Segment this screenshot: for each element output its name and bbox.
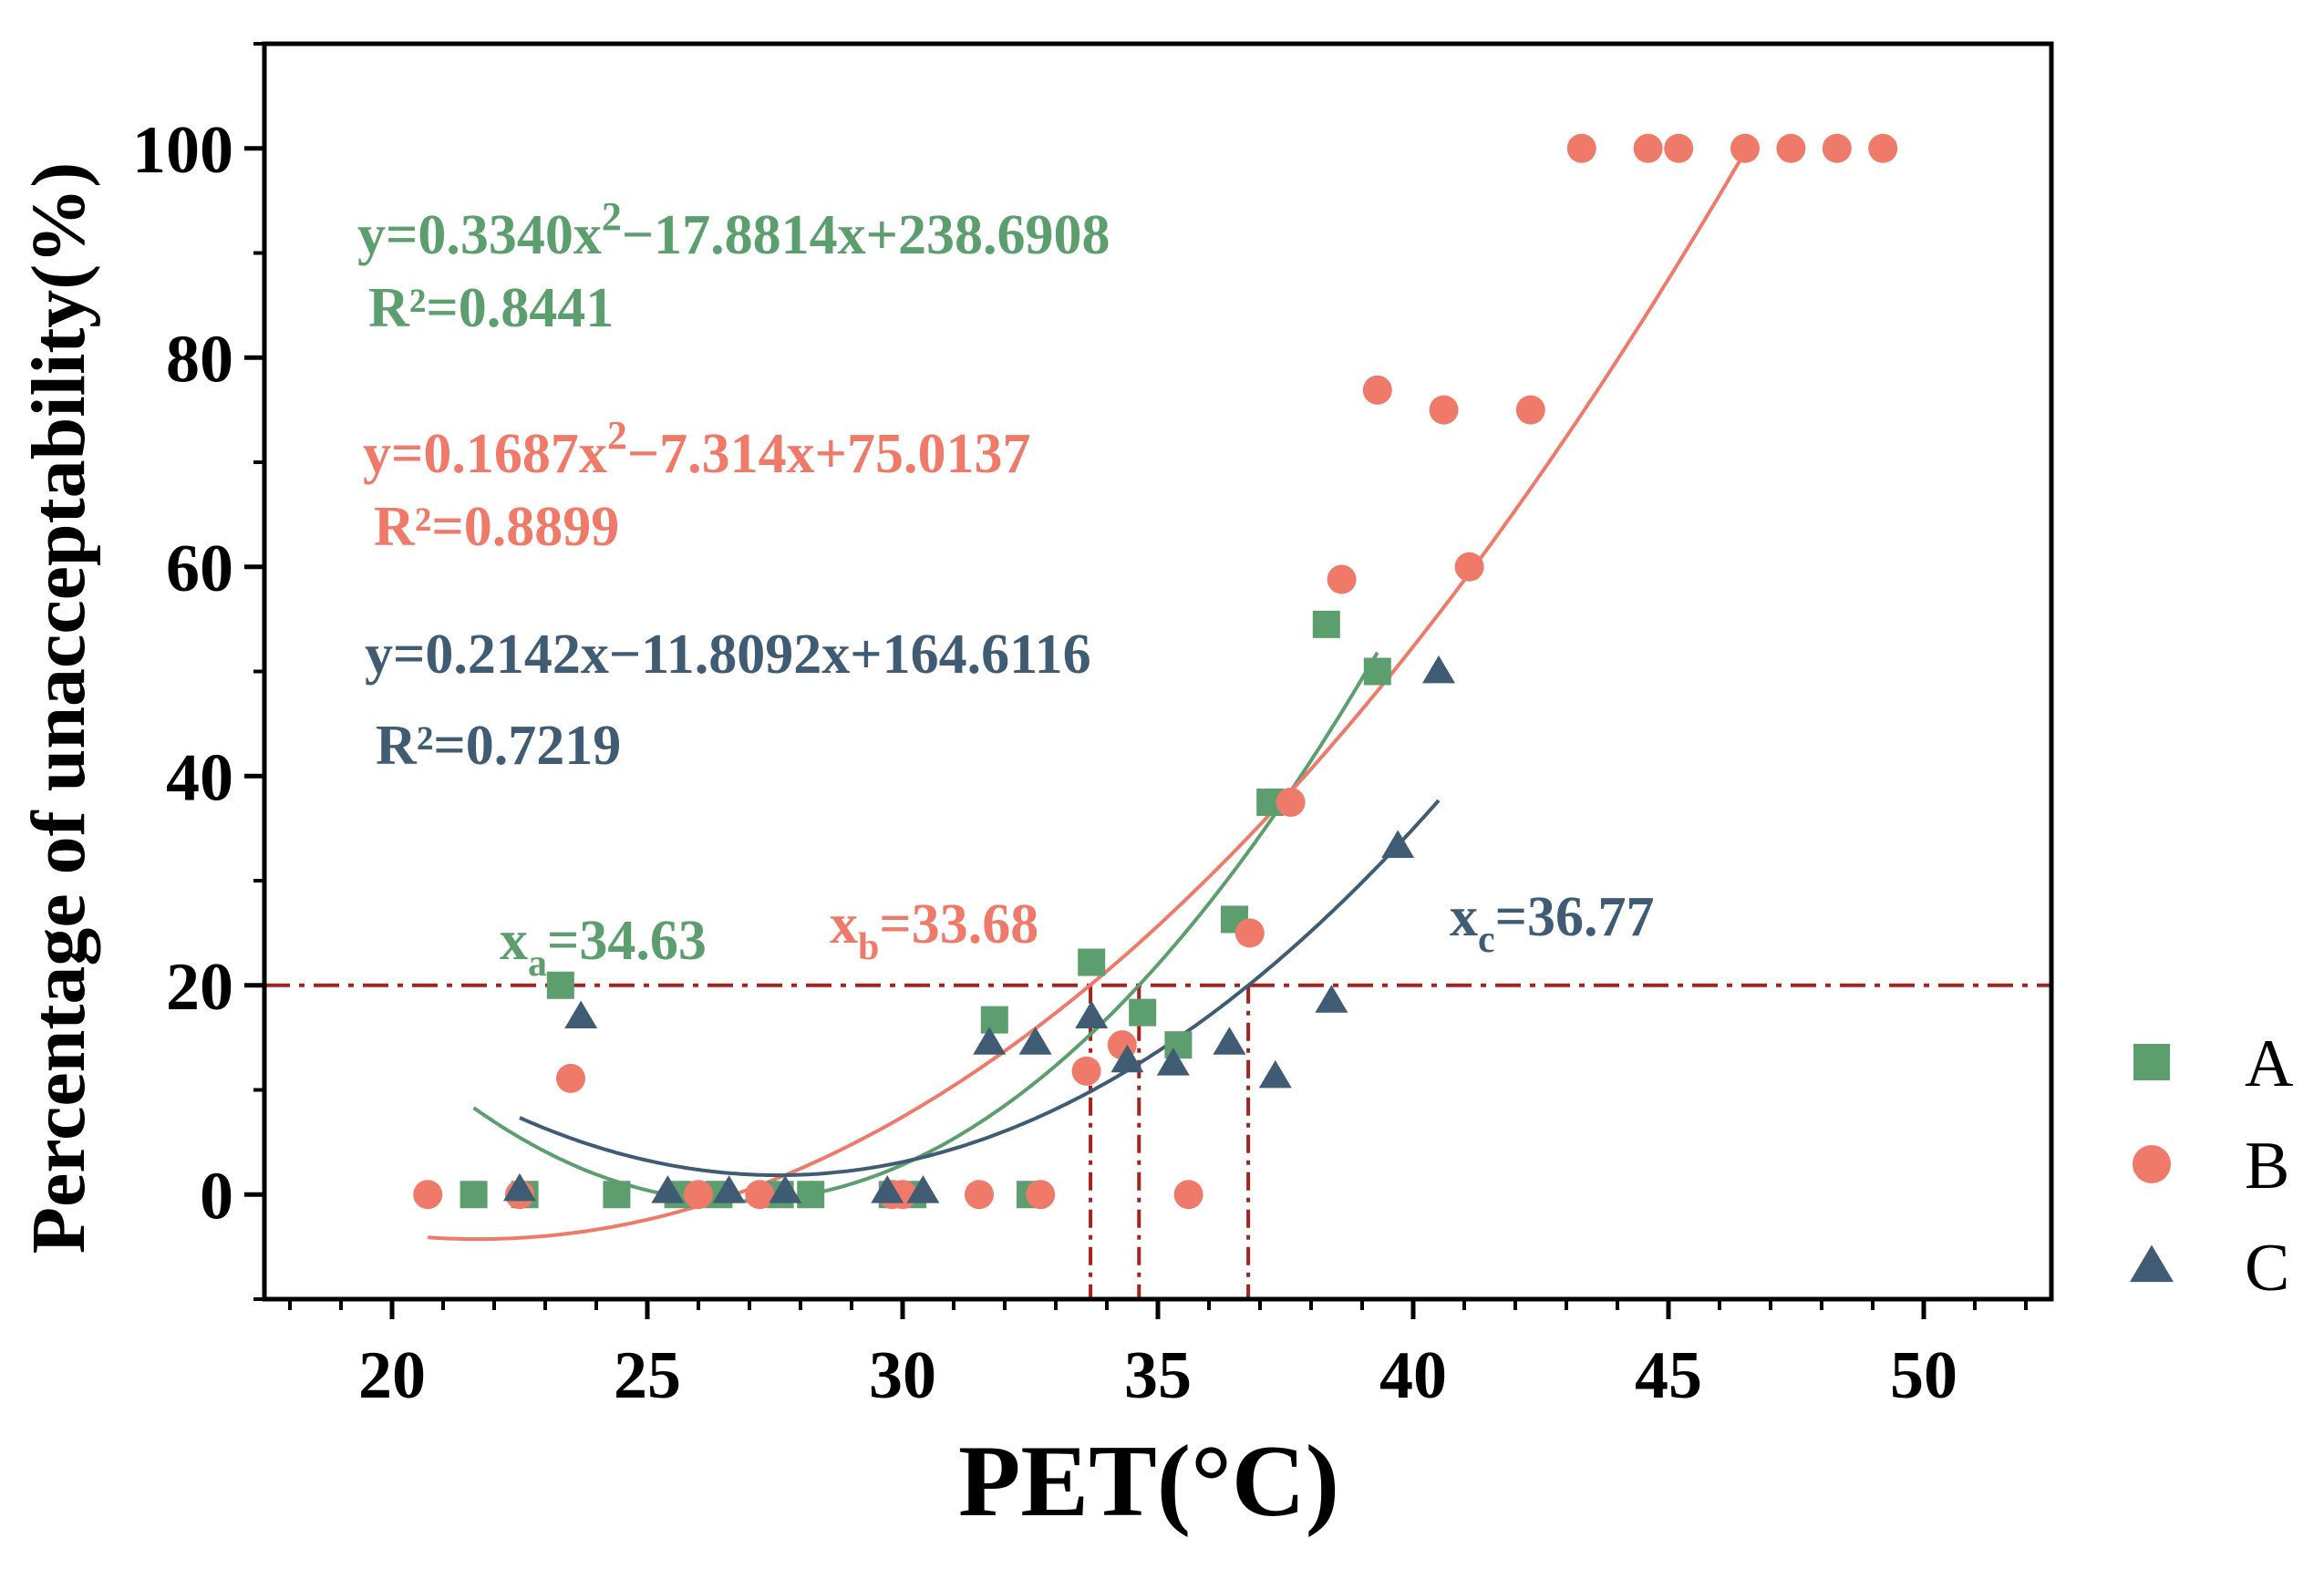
y-tick-label: 20 [166, 950, 233, 1025]
legend: ABC [2130, 1027, 2293, 1306]
point-c [769, 1175, 802, 1203]
fit-curve-c [519, 799, 1441, 1178]
point-b [1454, 552, 1484, 582]
x-tick-label: 40 [1379, 1338, 1447, 1413]
point-b [1071, 1056, 1101, 1086]
y-tick-label: 100 [132, 113, 233, 188]
r2-b: R²=0.8899 [374, 496, 619, 558]
point-b [965, 1180, 994, 1210]
point-c [871, 1175, 904, 1203]
r2-a: R²=0.8441 [368, 277, 614, 339]
fit-curve-b [428, 159, 1742, 1242]
legend-label-b: B [2245, 1129, 2289, 1203]
point-b [1276, 787, 1306, 817]
point-c [1213, 1027, 1246, 1055]
point-b [1664, 133, 1694, 163]
x-tick-label: 30 [869, 1338, 936, 1413]
equation-c: y=0.2142x−11.8092x+164.6116 [365, 624, 1091, 686]
y-tick-label: 80 [166, 322, 233, 397]
point-c [1156, 1048, 1190, 1076]
r2-c: R²=0.7219 [376, 715, 621, 777]
point-c [1018, 1027, 1052, 1055]
point-b [1566, 133, 1596, 163]
point-a [1129, 998, 1157, 1027]
equation-b: y=0.1687x2−7.314x+75.0137 [363, 413, 1031, 485]
point-b [684, 1180, 713, 1210]
point-c [973, 1027, 1007, 1055]
point-a [1164, 1031, 1193, 1059]
equation-a: y=0.3340x2−17.8814x+238.6908 [357, 194, 1110, 266]
legend-label-a: A [2245, 1027, 2293, 1101]
point-c [1422, 655, 1455, 684]
point-b [1633, 133, 1663, 163]
point-c [1258, 1059, 1292, 1089]
point-a [1363, 657, 1391, 686]
point-b [745, 1180, 775, 1210]
point-b [1429, 395, 1459, 425]
x-tick-label: 25 [614, 1338, 681, 1413]
point-b [1234, 918, 1265, 948]
legend-label-c: C [2245, 1231, 2289, 1306]
legend-marker-b [2133, 1145, 2171, 1183]
point-b [1026, 1180, 1056, 1210]
y-tick-label: 40 [166, 740, 233, 815]
x-tick-label: 50 [1890, 1338, 1957, 1413]
point-c [1075, 1000, 1109, 1028]
point-b [1822, 133, 1852, 163]
data-points [413, 133, 1898, 1210]
point-b [1515, 395, 1545, 425]
point-c [651, 1175, 685, 1203]
point-b [556, 1063, 585, 1093]
x-tick-label: 20 [358, 1338, 426, 1413]
point-a [603, 1181, 631, 1209]
point-b [413, 1180, 443, 1210]
point-c [1110, 1044, 1144, 1073]
legend-marker-c [2130, 1244, 2174, 1283]
threshold-label-b: xb=33.68 [830, 893, 1038, 968]
y-tick-label: 60 [166, 532, 233, 606]
point-b [1776, 133, 1806, 163]
point-c [564, 1000, 598, 1028]
y-tick-label: 0 [200, 1159, 233, 1234]
point-b [1327, 564, 1357, 594]
x-tick-label: 45 [1635, 1338, 1702, 1413]
point-b [1362, 375, 1392, 405]
point-c [1381, 830, 1415, 858]
threshold-label-a: xa=34.63 [500, 910, 707, 985]
axes: 20 25 30 35 40 45 50 0 20 40 60 80 100 [132, 42, 2028, 1413]
x-tick-label: 35 [1124, 1338, 1192, 1413]
point-b [1868, 133, 1898, 163]
point-c [503, 1172, 536, 1202]
point-a [1078, 948, 1106, 976]
point-c [1315, 985, 1348, 1013]
point-a [797, 1181, 825, 1209]
point-a [980, 1006, 1008, 1034]
point-b [1730, 133, 1760, 163]
point-c [712, 1175, 746, 1203]
legend-marker-a [2133, 1044, 2170, 1080]
point-a [546, 971, 574, 999]
y-axis-title: Percentage of unacceptability(%) [16, 162, 101, 1254]
point-a [1312, 610, 1340, 638]
point-b [1173, 1180, 1203, 1210]
x-axis-title: PET(°C) [958, 1425, 1339, 1538]
threshold-label-c: xc=36.77 [1450, 886, 1655, 961]
threshold-layer [264, 983, 2051, 1299]
point-a [460, 1181, 488, 1209]
point-c [906, 1175, 940, 1203]
